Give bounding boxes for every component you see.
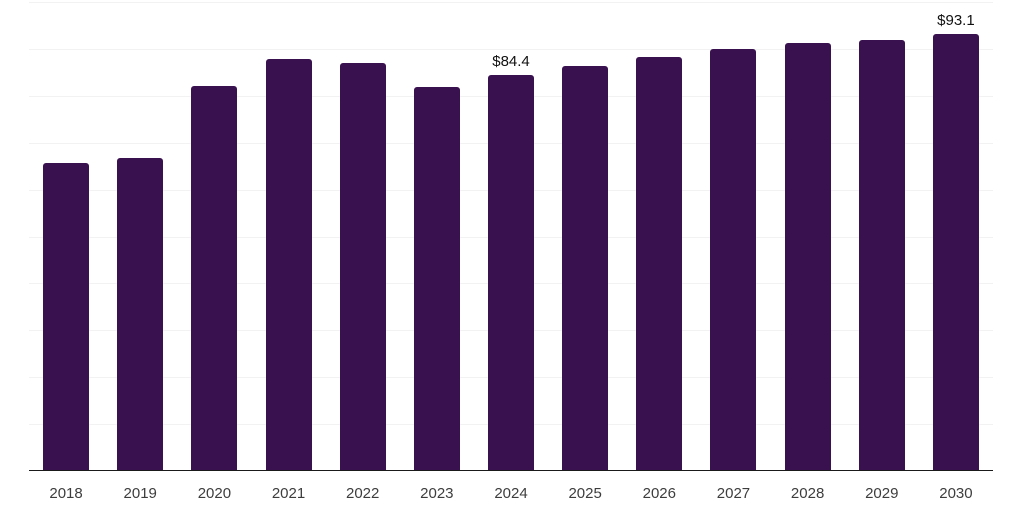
bar-2022	[339, 62, 386, 471]
x-tick-2029: 2029	[865, 485, 899, 502]
bar-2018	[43, 162, 90, 471]
x-tick-2025: 2025	[568, 485, 602, 502]
bar-2020	[191, 85, 238, 471]
bar-2025	[562, 66, 609, 471]
bar-2030	[932, 34, 979, 471]
bar-2026	[636, 56, 683, 471]
bar-2023	[413, 87, 460, 471]
x-tick-2024: 2024	[494, 485, 528, 502]
x-tick-2026: 2026	[642, 485, 676, 502]
bars-layer: $84.4 $93.1	[29, 2, 993, 471]
bar-2028	[784, 42, 831, 471]
x-tick-2028: 2028	[790, 485, 825, 502]
bar-2029	[858, 40, 905, 471]
bar-2019	[117, 158, 164, 471]
gridline-100	[29, 2, 993, 3]
x-tick-2019: 2019	[123, 485, 157, 502]
x-tick-2023: 2023	[420, 485, 454, 502]
x-tick-2018: 2018	[49, 485, 83, 502]
bar-2021	[265, 58, 312, 471]
data-label-2030: $93.1	[937, 12, 975, 30]
gridline-90	[29, 48, 993, 50]
x-tick-2020: 2020	[197, 485, 232, 502]
bar-2024	[488, 75, 534, 471]
bar-2027	[710, 48, 757, 471]
x-tick-2021: 2021	[271, 485, 306, 502]
x-axis-line	[29, 470, 993, 471]
x-tick-2022: 2022	[346, 485, 380, 502]
x-tick-2030: 2030	[939, 485, 973, 502]
plot-area: $84.4 $93.1	[29, 2, 993, 471]
x-tick-2027: 2027	[716, 485, 751, 502]
data-label-2024: $84.4	[492, 53, 530, 71]
